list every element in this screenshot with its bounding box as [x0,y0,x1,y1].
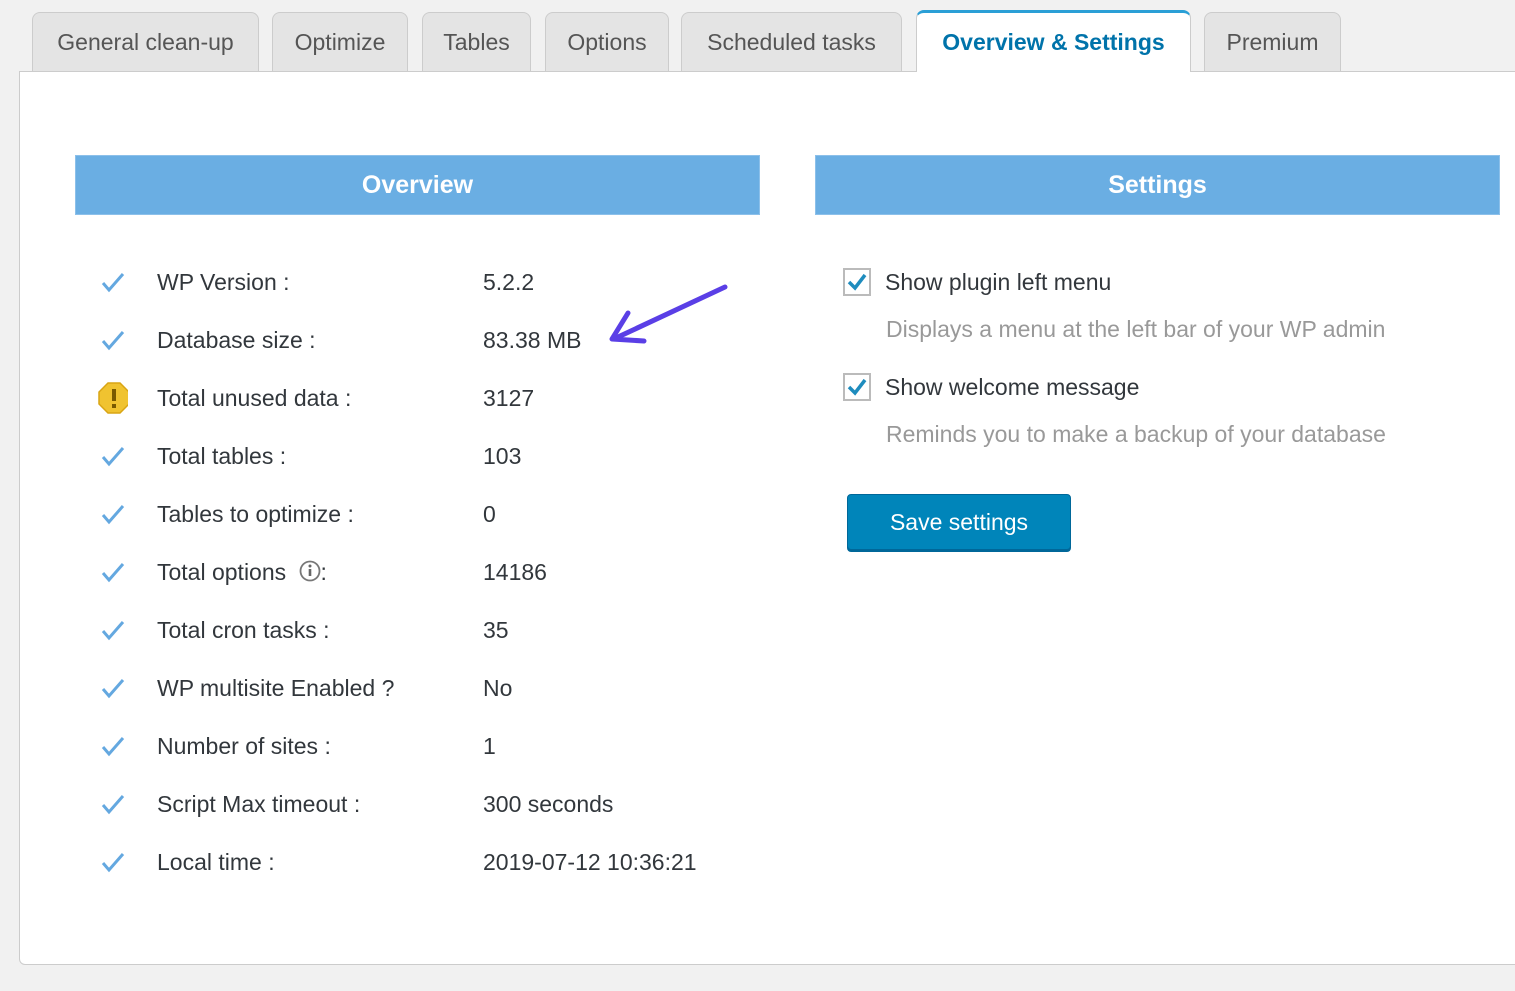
check-icon [101,621,125,641]
check-icon [101,737,125,757]
row-value: 300 seconds [483,790,614,817]
tab-overview-settings[interactable]: Overview & Settings [916,10,1191,72]
tab-general-clean-up[interactable]: General clean-up [32,12,259,72]
row-label: Number of sites : [157,732,331,759]
row-label: Local time : [157,848,275,875]
row-value: 35 [483,616,509,643]
row-label: Total options : [157,558,327,585]
overview-row: Database size : 83.38 MB [98,320,758,360]
row-label: Tables to optimize : [157,500,354,527]
save-settings-button[interactable]: Save settings [847,494,1071,550]
row-value: 5.2.2 [483,268,535,295]
row-label: WP multisite Enabled ? [157,674,395,701]
show-plugin-left-menu-checkbox[interactable] [843,268,871,296]
row-value: 83.38 MB [483,326,582,353]
show-plugin-left-menu-label[interactable]: Show plugin left menu [885,269,1112,295]
checkmark-icon [847,378,867,396]
row-value: 1 [483,732,496,759]
row-label: Script Max timeout : [157,790,361,817]
row-value: 2019-07-12 10:36:21 [483,848,697,875]
overview-row: Local time : 2019-07-12 10:36:21 [98,842,758,882]
tab-options[interactable]: Options [545,12,669,72]
overview-row: WP Version : 5.2.2 [98,262,758,302]
overview-row: Total unused data : 3127 [98,378,758,418]
overview-row: Tables to optimize : 0 [98,494,758,534]
check-icon [101,563,125,583]
check-icon [101,273,125,293]
checkmark-icon [847,273,867,291]
row-label: WP Version : [157,268,290,295]
row-label: Total tables : [157,442,287,469]
overview-row: Script Max timeout : 300 seconds [98,784,758,824]
tab-tables[interactable]: Tables [422,12,531,72]
show-welcome-message-label[interactable]: Show welcome message [885,374,1140,400]
info-icon[interactable] [299,560,321,582]
row-label: Database size : [157,326,316,353]
tab-panel [19,71,1515,965]
annotation-arrow-icon [609,284,728,344]
show-welcome-message-description: Reminds you to make a backup of your dat… [886,421,1386,447]
show-welcome-message-checkbox[interactable] [843,373,871,401]
overview-header: Overview [75,155,760,215]
row-value: 0 [483,500,496,527]
row-value: 103 [483,442,522,469]
check-icon [101,447,125,467]
check-icon [101,795,125,815]
overview-row: Number of sites : 1 [98,726,758,766]
row-value: 14186 [483,558,547,585]
row-label: Total cron tasks : [157,616,330,643]
check-icon [101,679,125,699]
tab-optimize[interactable]: Optimize [272,12,408,72]
check-icon [101,505,125,525]
overview-row: WP multisite Enabled ? No [98,668,758,708]
warning-icon [98,382,128,414]
settings-header: Settings [815,155,1500,215]
row-value: No [483,674,513,701]
show-plugin-left-menu-description: Displays a menu at the left bar of your … [886,316,1386,342]
tab-premium[interactable]: Premium [1204,12,1341,72]
check-icon [101,331,125,351]
row-label: Total unused data : [157,384,352,411]
overview-row: Total cron tasks : 35 [98,610,758,650]
overview-row: Total tables : 103 [98,436,758,476]
tab-scheduled-tasks[interactable]: Scheduled tasks [681,12,902,72]
overview-row: Total options : 14186 [98,552,758,592]
row-value: 3127 [483,384,535,411]
check-icon [101,853,125,873]
